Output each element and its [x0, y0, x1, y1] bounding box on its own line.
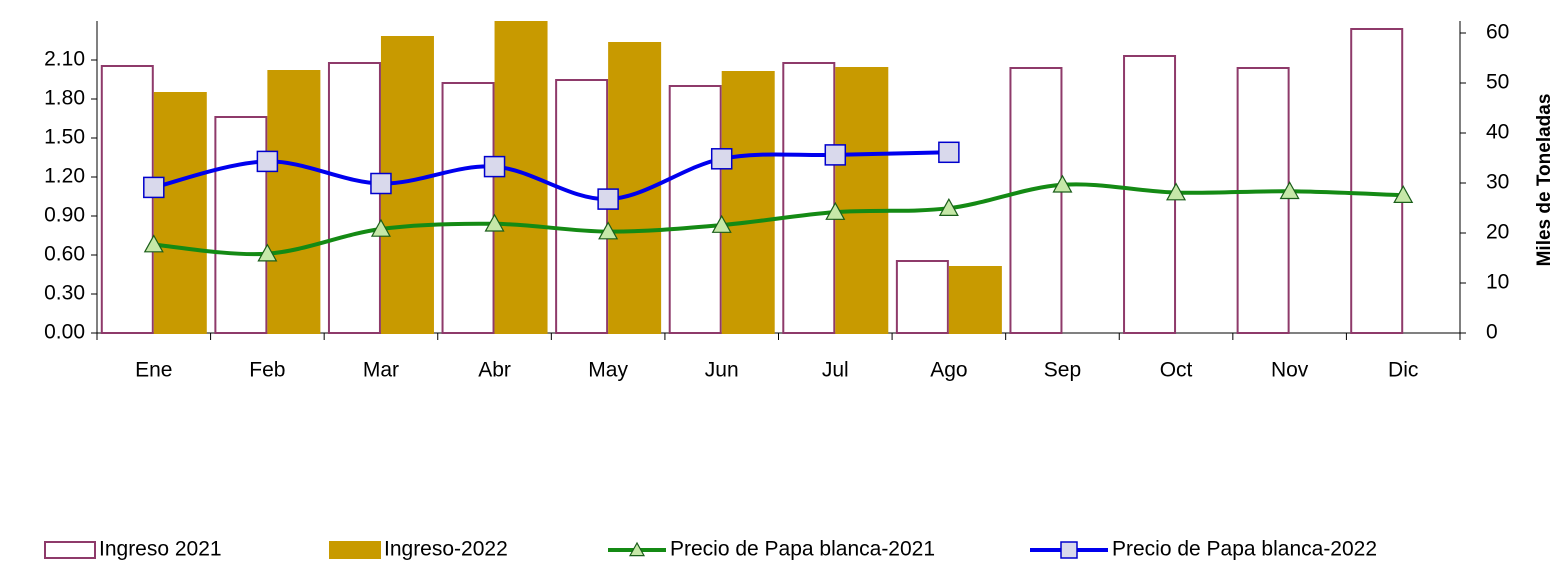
x-tick-label: Feb	[249, 359, 285, 382]
marker	[484, 213, 505, 232]
marker	[483, 155, 506, 178]
marker	[1060, 541, 1078, 559]
line	[153, 182, 1404, 257]
marker	[597, 188, 619, 210]
y2-tick-label: 50	[1486, 71, 1509, 94]
bar	[441, 82, 495, 334]
y2-tick-label: 0	[1486, 321, 1498, 344]
bar	[267, 70, 321, 334]
y-tick-label: 1.80	[44, 87, 85, 110]
legend-label: Precio de Papa blanca-2022	[1112, 538, 1377, 561]
marker	[710, 148, 733, 170]
x-tick-label: Ene	[135, 359, 172, 382]
bar	[1350, 28, 1404, 334]
y-tick-label: 0.00	[44, 321, 85, 344]
bar	[1123, 55, 1177, 334]
y2-tick-label: 20	[1486, 221, 1509, 244]
x-tick-label: Nov	[1271, 359, 1309, 382]
bar	[214, 116, 268, 334]
y-tick-label: 1.20	[44, 165, 85, 188]
y-tick-label: 0.90	[44, 204, 85, 227]
x-tick-label: Sep	[1044, 359, 1081, 382]
y-tick-label: 2.10	[44, 48, 85, 71]
marker	[711, 214, 732, 233]
y-tick-label: 1.50	[44, 126, 85, 149]
bar	[948, 266, 1002, 334]
marker	[598, 221, 619, 240]
legend: Ingreso 2021 Ingreso-2022 Precio de Papa b…	[44, 538, 1377, 561]
x-tick-label: May	[588, 359, 628, 382]
marker	[256, 150, 279, 173]
marker	[143, 234, 164, 253]
marker	[628, 541, 646, 557]
bar	[721, 71, 775, 334]
y2-tick-label: 60	[1486, 21, 1509, 44]
line	[153, 150, 949, 202]
legend-swatch	[44, 541, 96, 559]
x-tick-label: Dic	[1388, 359, 1418, 382]
x-tick-label: Abr	[478, 359, 511, 382]
x-tick-label: Ago	[930, 359, 967, 382]
x-tick-label: Mar	[363, 359, 399, 382]
marker	[1393, 184, 1414, 203]
bar	[782, 62, 836, 334]
marker	[1166, 182, 1187, 201]
marker	[143, 176, 165, 199]
marker	[370, 218, 391, 237]
y-tick-label: 0.60	[44, 243, 85, 266]
marker	[938, 141, 960, 164]
y2-axis-label: Miles de Toneladas	[1534, 94, 1555, 267]
legend-label: Ingreso-2022	[384, 538, 508, 561]
legend-label: Ingreso 2021	[99, 538, 222, 561]
bar	[835, 67, 889, 334]
bar	[895, 260, 949, 334]
x-tick-label: Jun	[705, 359, 739, 382]
y2-tick-label: 30	[1486, 171, 1509, 194]
bar	[100, 65, 154, 334]
marker	[370, 172, 392, 195]
legend-label: Precio de Papa blanca-2021	[670, 538, 935, 561]
bar	[327, 62, 381, 334]
bar	[380, 36, 434, 334]
marker	[1052, 174, 1073, 193]
bar	[668, 85, 722, 334]
legend-swatch	[329, 541, 381, 559]
bar	[1009, 67, 1063, 334]
y-tick-label: 0.30	[44, 282, 85, 305]
bar	[153, 92, 207, 334]
y2-tick-label: 40	[1486, 121, 1509, 144]
y2-tick-label: 10	[1486, 271, 1509, 294]
marker	[1279, 181, 1300, 200]
marker	[257, 243, 278, 262]
x-tick-label: Oct	[1160, 359, 1193, 382]
x-tick-label: Jul	[822, 359, 849, 382]
marker	[825, 201, 846, 220]
marker	[938, 197, 959, 216]
marker	[824, 144, 847, 166]
bar	[1236, 67, 1290, 334]
